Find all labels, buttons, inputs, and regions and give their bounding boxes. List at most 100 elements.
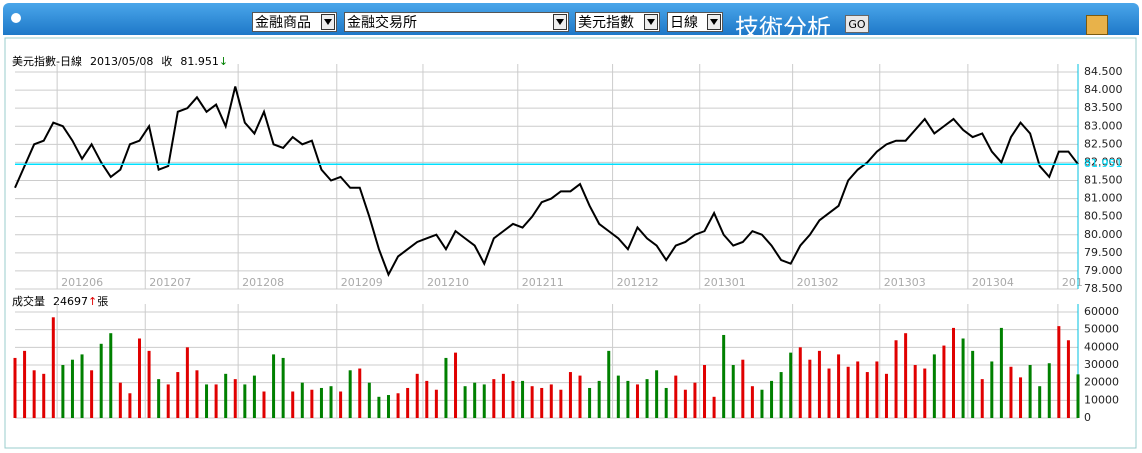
volume-bar bbox=[195, 370, 199, 418]
volume-bar bbox=[741, 359, 745, 418]
volume-bar bbox=[348, 370, 352, 418]
volume-bar bbox=[32, 370, 36, 418]
volume-bar bbox=[884, 373, 888, 418]
volume-bar bbox=[51, 317, 55, 418]
volume-bar bbox=[942, 345, 946, 418]
volume-bar bbox=[932, 354, 936, 418]
y-tick-label: 82.500 bbox=[1084, 137, 1123, 150]
close-label: 收 bbox=[161, 54, 172, 68]
x-tick-label: 201209 bbox=[341, 276, 383, 289]
volume-bar bbox=[664, 387, 668, 418]
volume-bar bbox=[971, 350, 975, 418]
x-tick-label: 201208 bbox=[242, 276, 284, 289]
volume-bar bbox=[961, 338, 965, 418]
y-tick-label: 78.500 bbox=[1084, 282, 1123, 295]
volume-bar bbox=[1009, 366, 1013, 418]
volume-arrow: ↑ bbox=[88, 295, 97, 308]
product-text: 金融商品 bbox=[255, 15, 311, 31]
volume-bar bbox=[415, 373, 419, 418]
volume-bar bbox=[367, 382, 371, 418]
volume-bar bbox=[272, 354, 276, 418]
volume-bar bbox=[607, 350, 611, 418]
volume-bar bbox=[434, 389, 438, 418]
volume-bar bbox=[817, 350, 821, 418]
header-dot bbox=[11, 13, 21, 23]
volume-bar bbox=[722, 334, 726, 418]
volume-bar bbox=[856, 361, 860, 418]
volume-bar bbox=[760, 389, 764, 418]
volume-bar bbox=[1019, 377, 1023, 418]
volume-bar bbox=[90, 370, 94, 418]
volume-bar bbox=[683, 389, 687, 418]
volume-bar bbox=[185, 347, 189, 418]
volume-bar bbox=[205, 384, 209, 418]
volume-bar bbox=[798, 347, 802, 418]
volume-header: 成交量 24697↑張 bbox=[12, 294, 108, 308]
volume-bar bbox=[779, 372, 783, 418]
volume-bar bbox=[597, 380, 601, 418]
volume-bar bbox=[588, 387, 592, 418]
price-title: 美元指數-日線 bbox=[12, 54, 82, 68]
volume-bar bbox=[703, 365, 707, 418]
last-value-label: 81.951 bbox=[1084, 157, 1123, 170]
volume-bar bbox=[827, 368, 831, 418]
volume-bar bbox=[118, 382, 122, 418]
close-value: 81.951 bbox=[180, 55, 219, 68]
volume-bar bbox=[1066, 340, 1070, 418]
symbol-select[interactable]: 美元指數 bbox=[575, 12, 660, 32]
volume-bar bbox=[549, 384, 553, 418]
x-tick-label: 201304 bbox=[972, 276, 1014, 289]
volume-bar bbox=[655, 370, 659, 418]
volume-bar bbox=[319, 387, 323, 418]
volume-bar bbox=[693, 382, 697, 418]
volume-bar bbox=[99, 343, 103, 418]
volume-bar bbox=[444, 357, 448, 418]
volume-bar bbox=[80, 354, 84, 418]
volume-bar bbox=[406, 387, 410, 418]
x-tick-label: 201212 bbox=[617, 276, 659, 289]
volume-title: 成交量 bbox=[12, 294, 45, 308]
period-select[interactable]: 日線 bbox=[667, 12, 723, 32]
volume-bar bbox=[329, 386, 333, 418]
volume-bar bbox=[339, 391, 343, 418]
volume-bar bbox=[1057, 326, 1061, 418]
volume-bar bbox=[568, 372, 572, 418]
volume-bar bbox=[214, 384, 218, 418]
volume-bar bbox=[454, 352, 458, 418]
volume-bar bbox=[674, 375, 678, 418]
volume-bar bbox=[300, 382, 304, 418]
volume-bar bbox=[511, 380, 515, 418]
volume-bar bbox=[731, 365, 735, 418]
volume-bar bbox=[846, 366, 850, 418]
price-header: 美元指數-日線 2013/05/08 收 81.951↓ bbox=[12, 54, 228, 68]
export-icon[interactable] bbox=[1086, 15, 1108, 35]
y-tick-label: 81.500 bbox=[1084, 174, 1123, 187]
volume-bar bbox=[980, 379, 984, 418]
volume-bar bbox=[23, 350, 27, 418]
go-button[interactable]: GO bbox=[845, 15, 869, 33]
y-tick-label: 79.000 bbox=[1084, 264, 1123, 277]
volume-bar bbox=[61, 365, 65, 418]
volume-bar bbox=[128, 393, 132, 418]
price-date: 2013/05/08 bbox=[90, 55, 153, 68]
volume-bar bbox=[13, 357, 17, 418]
exchange-select[interactable]: 金融交易所 bbox=[344, 12, 569, 32]
volume-last: 24697 bbox=[53, 295, 88, 308]
y-tick-label: 60000 bbox=[1084, 305, 1119, 318]
volume-bar bbox=[990, 361, 994, 418]
volume-bar bbox=[1047, 363, 1051, 418]
x-tick-label: 201206 bbox=[61, 276, 103, 289]
header-bar: 金融商品 金融交易所 美元指數 日線 技術分析 GO bbox=[3, 3, 1139, 42]
x-tick-label: 201207 bbox=[149, 276, 191, 289]
product-select[interactable]: 金融商品 bbox=[252, 12, 337, 32]
volume-bar bbox=[492, 379, 496, 418]
volume-bar bbox=[42, 373, 46, 418]
exchange-text: 金融交易所 bbox=[347, 15, 417, 31]
volume-bar bbox=[233, 379, 237, 418]
volume-bar bbox=[291, 391, 295, 418]
volume-bar bbox=[616, 375, 620, 418]
volume-bar bbox=[1028, 365, 1032, 418]
volume-bar bbox=[262, 391, 266, 418]
